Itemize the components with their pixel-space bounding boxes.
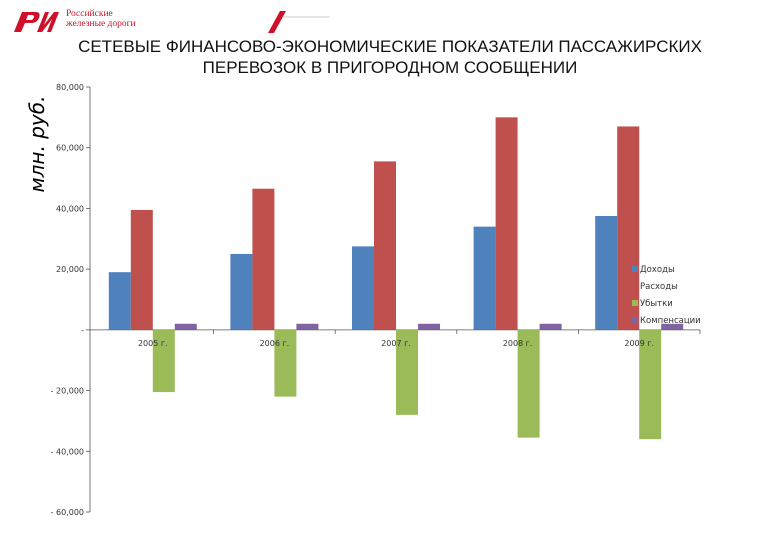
bar-3-2 [274, 329, 297, 397]
bar-4-5 [661, 323, 684, 330]
bar-1-2 [230, 253, 253, 330]
x-category-label: 2007 г. [381, 339, 411, 348]
bar-1-4 [473, 226, 496, 330]
bar-3-4 [517, 329, 540, 438]
brand-name: Российские железные дороги [66, 9, 136, 29]
legend-swatch [632, 266, 638, 272]
y-tick-label: - 40,000 [51, 447, 84, 456]
bar-2-2 [252, 188, 275, 330]
legend-label: Убытки [640, 299, 673, 309]
chart-title: СЕТЕВЫЕ ФИНАНСОВО-ЭКОНОМИЧЕСКИЕ ПОКАЗАТЕ… [78, 37, 702, 77]
bar-1-5 [595, 216, 618, 330]
legend-label: Доходы [640, 265, 675, 275]
bar-4-3 [418, 323, 440, 330]
y-tick-label: - 60,000 [51, 508, 84, 517]
x-category-label: 2009 г. [624, 339, 654, 348]
x-category-label: 2005 г. [138, 339, 168, 348]
bar-2-3 [374, 161, 396, 330]
legend-swatch [632, 300, 638, 306]
bar-4-4 [539, 323, 562, 330]
legend-label: Расходы [640, 282, 678, 292]
x-category-label: 2006 г. [260, 339, 290, 348]
bar-3-3 [396, 329, 418, 415]
y-tick-label: 60,000 [56, 144, 84, 153]
y-tick-label: 80,000 [56, 83, 84, 92]
header: Российские железные дороги [0, 0, 780, 40]
brand-stripe-icon [268, 11, 330, 33]
x-category-label: 2008 г. [503, 339, 533, 348]
rzd-logo-icon [14, 12, 59, 32]
bar-4-2 [296, 323, 319, 330]
bar-4-1 [174, 323, 197, 330]
bar-2-5 [617, 126, 640, 330]
brand-line-2: железные дороги [66, 19, 136, 29]
bar-1-3 [352, 246, 374, 330]
bar-2-4 [495, 117, 518, 330]
bar-3-1 [152, 329, 175, 393]
bar-2-1 [130, 209, 153, 330]
y-tick-label: 20,000 [56, 265, 84, 274]
y-tick-label: 40,000 [56, 204, 84, 213]
y-tick-label: - [81, 326, 84, 335]
bar-1-1 [108, 272, 131, 330]
y-tick-label: - 20,000 [51, 387, 84, 396]
legend-swatch [632, 283, 638, 289]
bar-3-5 [639, 329, 662, 440]
legend-swatch [632, 317, 638, 323]
brand-line-1: Российские [66, 9, 113, 19]
legend-label: Компенсации [640, 316, 701, 326]
